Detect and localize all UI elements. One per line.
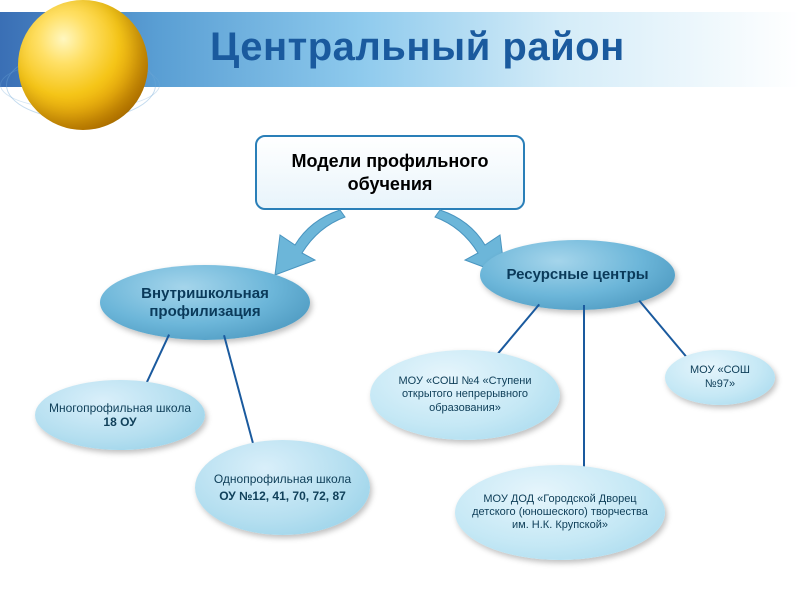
globe-icon	[18, 0, 148, 130]
branch-left: Внутришкольная профилизация	[100, 265, 310, 340]
root-node: Модели профильного обучения	[255, 135, 525, 210]
child-label: Многопрофильная школа	[49, 401, 191, 415]
connector	[583, 305, 585, 475]
child-value: 18 ОУ	[49, 415, 191, 429]
child-value: ОУ №12, 41, 70, 72, 87	[214, 489, 351, 503]
branch-right: Ресурсные центры	[480, 240, 675, 310]
page-title: Центральный район	[210, 25, 625, 70]
child-left-1: Однопрофильная школа ОУ №12, 41, 70, 72,…	[195, 440, 370, 535]
child-right-2: МОУ ДОД «Городской Дворец детского (юнош…	[455, 465, 665, 560]
child-right-1: МОУ «СОШ №97»	[665, 350, 775, 405]
child-label: Однопрофильная школа	[214, 472, 351, 486]
connector	[223, 335, 256, 451]
arrow-left	[270, 205, 360, 285]
child-left-0: Многопрофильная школа 18 ОУ	[35, 380, 205, 450]
child-right-0: МОУ «СОШ №4 «Ступени открытого непрерывн…	[370, 350, 560, 440]
